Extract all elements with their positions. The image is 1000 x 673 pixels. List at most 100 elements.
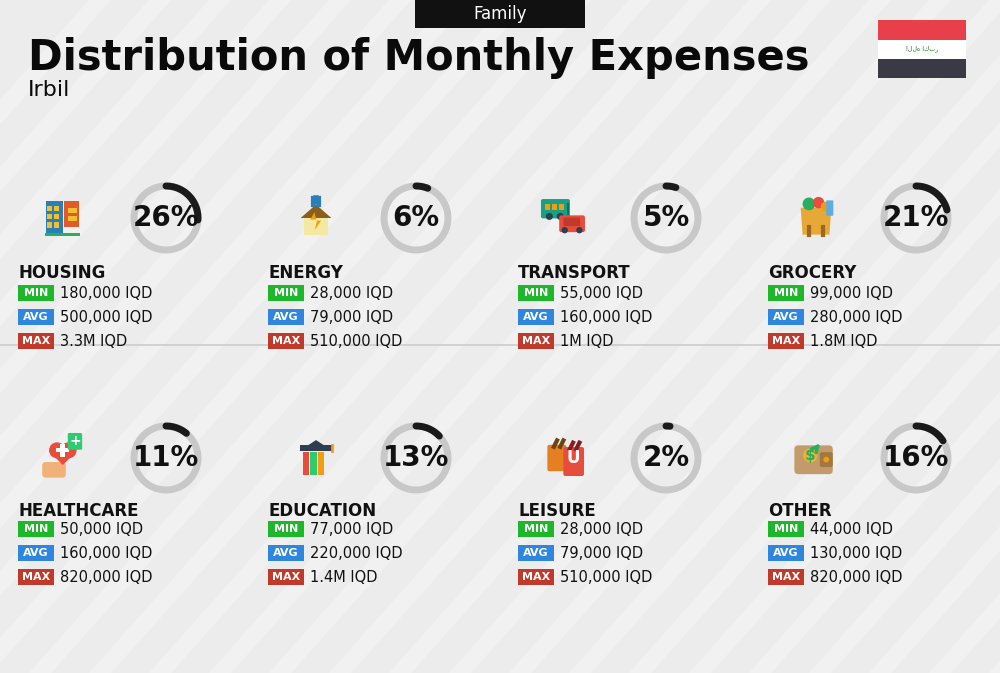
Text: MAX: MAX <box>522 572 550 582</box>
FancyBboxPatch shape <box>518 545 554 561</box>
FancyBboxPatch shape <box>878 20 966 40</box>
FancyBboxPatch shape <box>68 216 77 221</box>
Text: AVG: AVG <box>523 312 549 322</box>
Text: 11%: 11% <box>133 444 199 472</box>
FancyBboxPatch shape <box>54 214 59 219</box>
Text: $: $ <box>805 448 816 463</box>
Text: MIN: MIN <box>524 524 548 534</box>
Text: 510,000 IQD: 510,000 IQD <box>310 334 402 349</box>
Text: AVG: AVG <box>273 312 299 322</box>
Polygon shape <box>49 452 76 465</box>
FancyBboxPatch shape <box>18 569 54 585</box>
Text: OTHER: OTHER <box>768 502 832 520</box>
Circle shape <box>576 227 583 234</box>
FancyBboxPatch shape <box>552 204 557 210</box>
Circle shape <box>823 457 829 462</box>
FancyBboxPatch shape <box>768 569 804 585</box>
Text: MAX: MAX <box>272 336 300 346</box>
Text: 160,000 IQD: 160,000 IQD <box>560 310 652 324</box>
FancyBboxPatch shape <box>300 446 332 451</box>
FancyBboxPatch shape <box>559 204 564 210</box>
Text: 1M IQD: 1M IQD <box>560 334 614 349</box>
FancyBboxPatch shape <box>46 201 63 235</box>
Text: AVG: AVG <box>23 312 49 322</box>
Text: 820,000 IQD: 820,000 IQD <box>60 569 152 584</box>
Text: MAX: MAX <box>272 572 300 582</box>
FancyBboxPatch shape <box>47 214 52 219</box>
FancyBboxPatch shape <box>518 521 554 537</box>
FancyBboxPatch shape <box>878 59 966 78</box>
FancyBboxPatch shape <box>567 203 569 215</box>
Circle shape <box>557 213 564 220</box>
Text: 280,000 IQD: 280,000 IQD <box>810 310 902 324</box>
FancyBboxPatch shape <box>18 521 54 537</box>
FancyBboxPatch shape <box>310 452 317 474</box>
Text: HOUSING: HOUSING <box>18 264 105 282</box>
FancyBboxPatch shape <box>54 223 59 227</box>
Polygon shape <box>299 440 333 451</box>
Text: MAX: MAX <box>772 572 800 582</box>
Text: 26%: 26% <box>133 204 199 232</box>
FancyBboxPatch shape <box>268 569 304 585</box>
FancyBboxPatch shape <box>268 285 304 301</box>
FancyBboxPatch shape <box>547 445 566 471</box>
Text: 55,000 IQD: 55,000 IQD <box>560 285 643 301</box>
FancyBboxPatch shape <box>268 333 304 349</box>
Polygon shape <box>801 208 831 235</box>
FancyBboxPatch shape <box>545 204 550 210</box>
Circle shape <box>49 442 65 458</box>
Circle shape <box>821 202 830 211</box>
Text: 180,000 IQD: 180,000 IQD <box>60 285 152 301</box>
Circle shape <box>803 197 815 211</box>
Text: 1.4M IQD: 1.4M IQD <box>310 569 378 584</box>
Circle shape <box>813 197 824 209</box>
Text: MIN: MIN <box>524 288 548 298</box>
FancyBboxPatch shape <box>563 217 580 226</box>
Text: MIN: MIN <box>774 524 798 534</box>
Text: 5%: 5% <box>642 204 690 232</box>
FancyBboxPatch shape <box>47 206 52 211</box>
FancyBboxPatch shape <box>18 333 54 349</box>
FancyBboxPatch shape <box>268 521 304 537</box>
FancyBboxPatch shape <box>768 285 804 301</box>
Text: 21%: 21% <box>883 204 949 232</box>
FancyBboxPatch shape <box>518 569 554 585</box>
Text: 28,000 IQD: 28,000 IQD <box>310 285 393 301</box>
FancyBboxPatch shape <box>559 215 585 232</box>
Text: 160,000 IQD: 160,000 IQD <box>60 546 152 561</box>
Text: 510,000 IQD: 510,000 IQD <box>560 569 652 584</box>
Text: 50,000 IQD: 50,000 IQD <box>60 522 143 536</box>
Text: AVG: AVG <box>523 548 549 558</box>
FancyBboxPatch shape <box>268 309 304 325</box>
Text: 99,000 IQD: 99,000 IQD <box>810 285 893 301</box>
FancyBboxPatch shape <box>303 452 309 474</box>
Text: 13%: 13% <box>383 444 449 472</box>
Polygon shape <box>301 205 331 218</box>
Text: MAX: MAX <box>22 572 50 582</box>
Text: 1.8M IQD: 1.8M IQD <box>810 334 878 349</box>
Text: Irbil: Irbil <box>28 80 70 100</box>
FancyBboxPatch shape <box>268 545 304 561</box>
FancyBboxPatch shape <box>768 333 804 349</box>
Text: AVG: AVG <box>273 548 299 558</box>
Text: LEISURE: LEISURE <box>518 502 596 520</box>
Text: MIN: MIN <box>24 288 48 298</box>
Text: AVG: AVG <box>773 312 799 322</box>
Text: 500,000 IQD: 500,000 IQD <box>60 310 152 324</box>
Circle shape <box>546 213 553 220</box>
Text: AVG: AVG <box>773 548 799 558</box>
FancyBboxPatch shape <box>541 199 570 219</box>
Text: ENERGY: ENERGY <box>268 264 343 282</box>
FancyBboxPatch shape <box>45 233 80 236</box>
FancyBboxPatch shape <box>47 223 52 227</box>
FancyBboxPatch shape <box>518 285 554 301</box>
Text: 130,000 IQD: 130,000 IQD <box>810 546 902 561</box>
Text: MAX: MAX <box>522 336 550 346</box>
Text: MIN: MIN <box>274 524 298 534</box>
FancyBboxPatch shape <box>18 285 54 301</box>
FancyBboxPatch shape <box>563 447 584 476</box>
FancyBboxPatch shape <box>318 452 324 474</box>
Text: U: U <box>567 449 580 467</box>
Text: MAX: MAX <box>772 336 800 346</box>
Text: 16%: 16% <box>883 444 949 472</box>
